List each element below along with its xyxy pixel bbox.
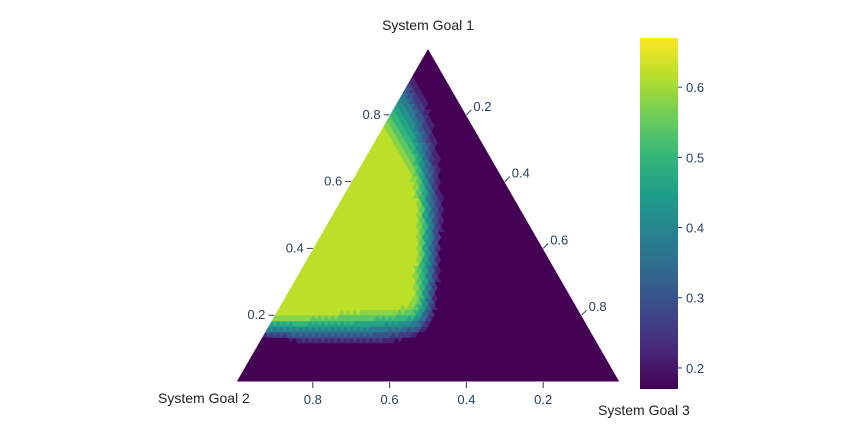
goal2-tick-label: 0.2 (534, 392, 552, 407)
goal3-tick-label: 0.6 (550, 232, 568, 247)
goal3-tick-mark (504, 176, 511, 182)
goal3-tick-mark (466, 109, 472, 116)
vertex-label-goal1: System Goal 1 (382, 17, 474, 33)
goal1-tick-label: 0.2 (247, 307, 265, 322)
colorbar: 0.2 0.3 0.4 0.5 0.6 (640, 38, 704, 389)
ternary-ticks: 0.2 0.4 0.6 0.8 0.2 0.4 0.6 0.8 0.8 0.6 0.4 0.2 (247, 99, 606, 407)
colorbar-tick-label: 0.4 (686, 221, 704, 236)
colorbar-tick-label: 0.3 (686, 291, 704, 306)
goal3-tick-label: 0.4 (512, 166, 530, 181)
ternary-triangle-outline (235, 46, 621, 383)
goal1-tick-label: 0.8 (363, 107, 381, 122)
colorbar-tick-label: 0.2 (686, 361, 704, 376)
goal3-tick-mark (542, 243, 549, 249)
vertex-label-goal2: System Goal 2 (158, 390, 250, 406)
goal3-tick-mark (581, 309, 587, 316)
contour-field (235, 47, 621, 383)
ternary-border (235, 46, 621, 383)
goal2-tick-label: 0.4 (457, 392, 475, 407)
goal3-tick-label: 0.2 (473, 99, 491, 114)
vertex-label-goal3: System Goal 3 (598, 402, 690, 418)
goal1-tick-label: 0.4 (286, 240, 304, 255)
goal2-tick-label: 0.6 (381, 392, 399, 407)
goal1-tick-label: 0.6 (324, 174, 342, 189)
vertex-labels: System Goal 1 System Goal 2 System Goal … (158, 17, 690, 418)
colorbar-tick-label: 0.5 (686, 150, 704, 165)
colorbar-tick-label: 0.6 (686, 80, 704, 95)
goal3-tick-label: 0.8 (589, 299, 607, 314)
colorbar-bar (640, 38, 678, 389)
goal2-tick-label: 0.8 (304, 392, 322, 407)
